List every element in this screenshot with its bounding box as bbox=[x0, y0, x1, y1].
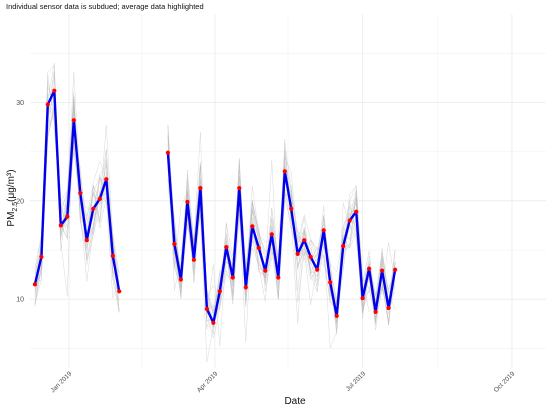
sensor-line bbox=[34, 64, 120, 312]
average-point bbox=[204, 306, 209, 312]
average-point bbox=[269, 232, 274, 237]
y-tick-label: 20 bbox=[16, 198, 24, 205]
average-point bbox=[117, 289, 122, 294]
average-point bbox=[78, 190, 83, 196]
y-tick-label: 30 bbox=[16, 100, 24, 107]
average-point bbox=[32, 282, 38, 287]
y-axis-title: PM2.5(μg/m³) bbox=[6, 169, 19, 226]
average-point bbox=[360, 296, 365, 301]
x-tick-label: Apr 2019 bbox=[196, 370, 220, 394]
x-tick-label: Oct 2019 bbox=[493, 370, 517, 394]
average-point bbox=[71, 118, 76, 123]
average-point bbox=[198, 186, 203, 191]
average-point bbox=[328, 280, 333, 285]
average-point bbox=[367, 266, 372, 271]
average-point bbox=[217, 289, 222, 294]
average-point bbox=[308, 254, 313, 259]
average-point bbox=[341, 244, 346, 249]
sensor-line bbox=[34, 108, 120, 292]
average-point bbox=[185, 199, 190, 204]
average-point bbox=[230, 275, 235, 280]
y-axis-title-unit: (μg/m³) bbox=[6, 169, 17, 201]
average-point bbox=[276, 275, 281, 280]
chart-subtitle: Individual sensor data is subdued; avera… bbox=[6, 2, 204, 11]
average-point bbox=[347, 218, 352, 223]
average-point bbox=[243, 285, 248, 290]
average-point bbox=[58, 223, 63, 228]
average-point bbox=[110, 253, 115, 258]
average-point bbox=[52, 88, 57, 93]
average-point bbox=[373, 309, 378, 314]
average-point bbox=[191, 257, 196, 262]
average-point bbox=[256, 245, 261, 251]
average-series bbox=[32, 88, 398, 325]
average-point bbox=[302, 238, 307, 243]
average-point bbox=[65, 214, 70, 219]
average-point bbox=[91, 206, 96, 211]
average-point bbox=[211, 320, 216, 325]
x-axis-title: Date bbox=[284, 396, 306, 407]
average-point bbox=[263, 268, 268, 273]
y-axis-title-subscript: 2.5 bbox=[12, 202, 19, 212]
y-axis-title-main: PM bbox=[6, 212, 17, 227]
y-tick-label: 10 bbox=[16, 297, 24, 304]
x-tick-label: Jul 2019 bbox=[345, 370, 368, 393]
average-point bbox=[315, 267, 320, 272]
average-point bbox=[104, 177, 109, 182]
average-line bbox=[166, 152, 397, 324]
average-point bbox=[97, 196, 102, 201]
grid bbox=[30, 14, 546, 368]
x-tick-label: Jan 2019 bbox=[49, 370, 73, 394]
average-point bbox=[386, 305, 391, 311]
average-point bbox=[354, 209, 359, 214]
average-point bbox=[393, 267, 398, 272]
average-point bbox=[224, 245, 229, 250]
average-point bbox=[84, 238, 89, 243]
average-point bbox=[321, 228, 326, 233]
average-point bbox=[380, 268, 385, 273]
average-point bbox=[282, 169, 287, 174]
average-point bbox=[334, 313, 339, 318]
average-point bbox=[289, 206, 294, 211]
average-point bbox=[165, 150, 170, 155]
average-point bbox=[45, 102, 50, 107]
average-point bbox=[39, 254, 44, 259]
average-point bbox=[250, 224, 255, 229]
average-point bbox=[237, 186, 242, 191]
average-line bbox=[33, 89, 121, 292]
average-point bbox=[295, 251, 300, 256]
average-point bbox=[172, 242, 177, 247]
average-point bbox=[178, 277, 183, 282]
